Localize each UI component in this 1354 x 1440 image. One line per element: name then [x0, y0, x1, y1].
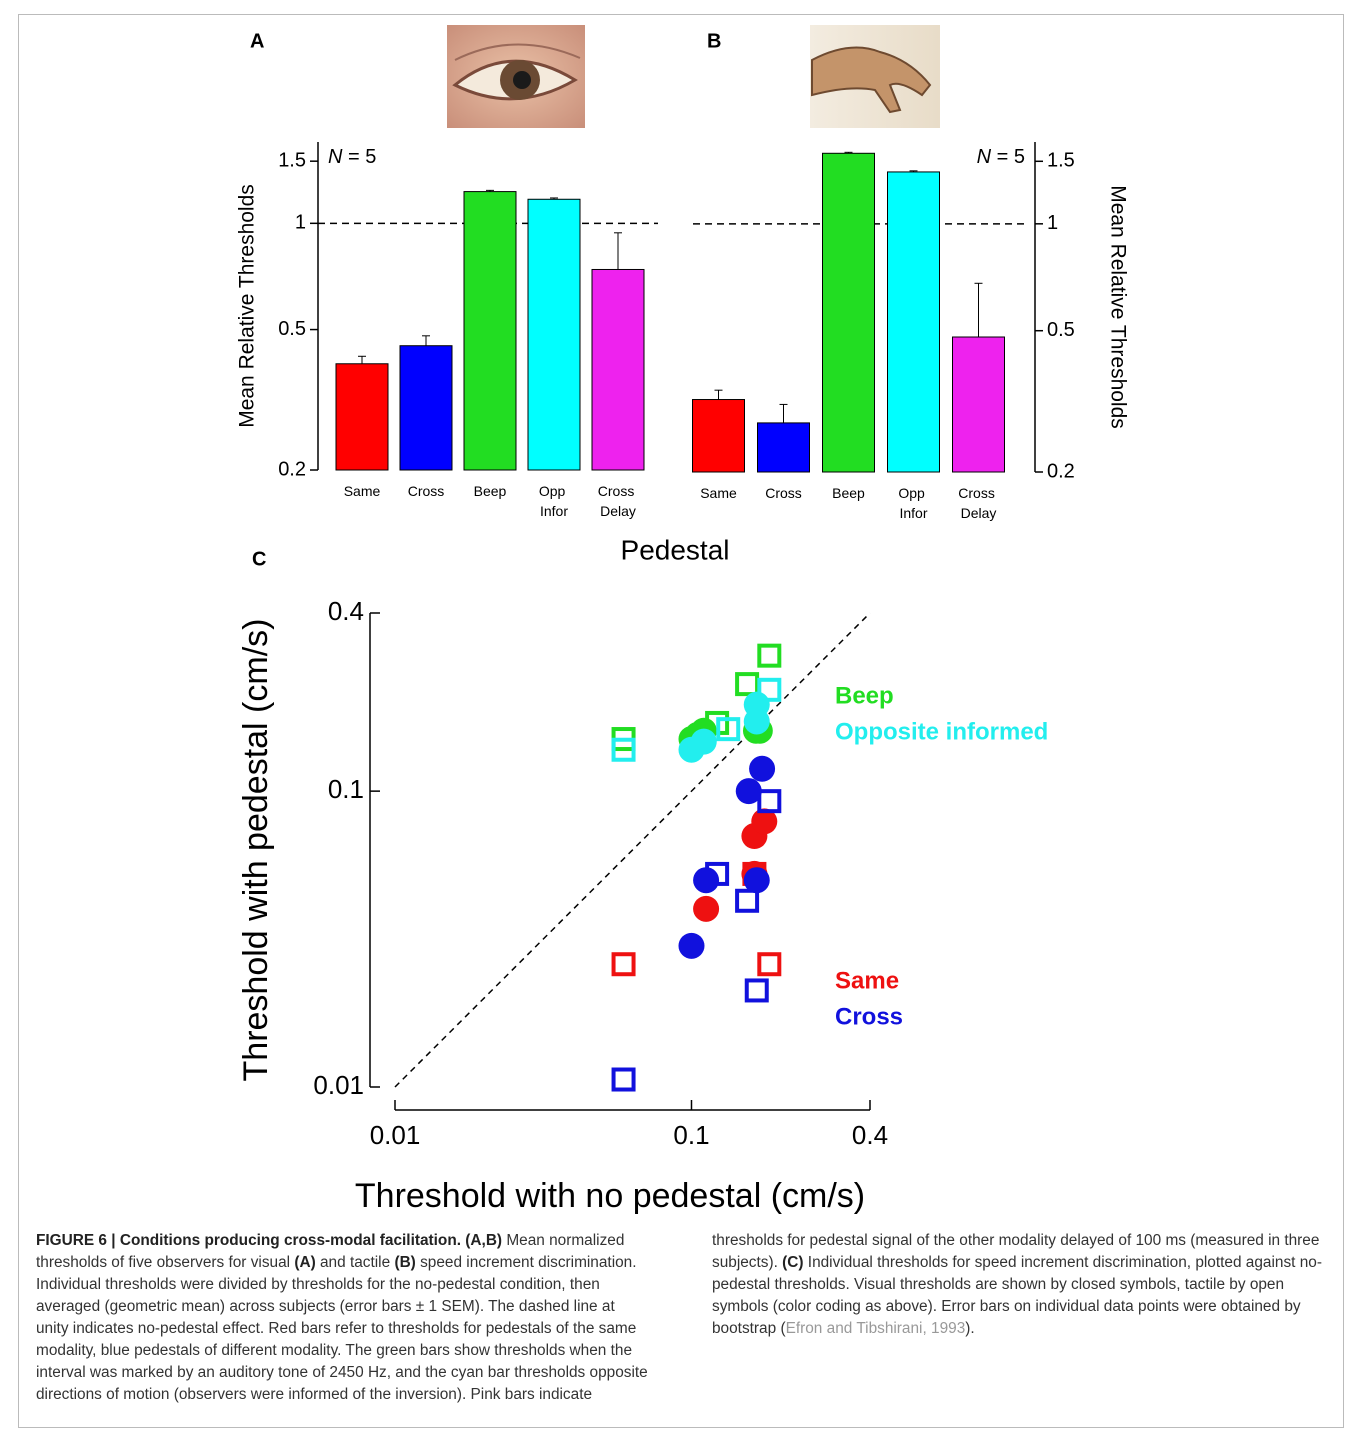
closed-marker: [690, 728, 717, 755]
identity-line: [394, 612, 871, 1088]
open-marker: [757, 643, 782, 668]
x-tick-label: Cross: [408, 483, 445, 499]
caption-text: (B): [394, 1254, 416, 1271]
figure-frame: [18, 14, 1344, 1428]
closed-marker: [678, 932, 705, 959]
bar: [952, 336, 1005, 473]
caption-text: FIGURE 6 | Conditions producing cross-mo…: [36, 1232, 462, 1249]
open-marker: [757, 952, 782, 977]
bar: [463, 191, 517, 471]
open-marker: [735, 672, 760, 697]
caption-text: (A): [294, 1254, 316, 1271]
x-tick-label: 0.4: [852, 1120, 888, 1150]
caption: FIGURE 6 | Conditions producing cross-mo…: [36, 1230, 1326, 1420]
caption-text: and tactile: [315, 1254, 395, 1271]
y-axis-label: Mean Relative Thresholds: [1106, 185, 1129, 429]
bar: [527, 198, 581, 471]
y-tick-label: 0.5: [1047, 319, 1075, 341]
caption-text: Mean normalized thresholds of five obser…: [36, 1232, 625, 1271]
x-tick-label: 0.01: [370, 1120, 421, 1150]
caption-text: ).: [965, 1320, 975, 1337]
y-axis-label: Threshold with pedestal (cm/s): [237, 619, 275, 1082]
x-tick-label: Cross: [765, 485, 802, 501]
eye-image: [447, 25, 585, 128]
figure: A 0.2 0.5 1 1.5 Mean Relative Thresholds Same C…: [236, 25, 1129, 1215]
caption-text: Individual thresholds for speed incremen…: [712, 1254, 1322, 1337]
y-tick-label: 0.1: [328, 774, 364, 804]
y-tick-label: 0.5: [278, 318, 306, 340]
bar: [692, 399, 745, 473]
y-tick-label: 1: [1047, 212, 1058, 234]
y-tick-label: 0.01: [313, 1070, 364, 1100]
legend-label: Same: [835, 967, 899, 994]
x-tick-label: Cross Delay: [958, 485, 998, 521]
bar: [822, 152, 875, 473]
hand-image: [810, 25, 940, 128]
x-tick-label: Beep: [832, 485, 865, 501]
closed-marker: [693, 895, 720, 922]
x-tick-label: 0.1: [673, 1120, 709, 1150]
closed-marker: [743, 867, 770, 894]
bar: [591, 268, 645, 471]
open-marker: [735, 888, 760, 913]
y-tick-label: 0.2: [278, 458, 306, 480]
open-marker: [757, 677, 782, 702]
open-marker: [611, 737, 636, 762]
panel-label: A: [250, 30, 264, 52]
caption-text: speed increment discrimination. Individu…: [36, 1232, 1320, 1403]
y-tick-label: 1: [295, 212, 306, 234]
open-marker: [611, 1067, 636, 1092]
closed-marker: [693, 867, 720, 894]
open-marker: [716, 717, 741, 742]
y-tick-label: 1.5: [278, 149, 306, 171]
open-marker: [611, 952, 636, 977]
legend-label: Opposite informed: [835, 718, 1048, 745]
chart-title: Pedestal: [621, 534, 730, 565]
y-tick-label: 1.5: [1047, 150, 1075, 172]
closed-marker: [743, 708, 770, 735]
caption-text: Efron and Tibshirani, 1993: [785, 1320, 966, 1337]
annotation: N = 5: [977, 146, 1025, 168]
x-axis-label: Threshold with no pedestal (cm/s): [355, 1177, 865, 1215]
x-tick-label: Same: [700, 485, 737, 501]
closed-marker: [735, 778, 762, 805]
x-tick-label: Cross Delay: [598, 483, 638, 519]
bar: [399, 345, 453, 471]
x-tick-label: Beep: [474, 483, 507, 499]
closed-marker: [749, 755, 776, 782]
y-tick-label: 0.4: [328, 596, 364, 626]
closed-marker: [751, 808, 778, 835]
x-tick-label: Opp Infor: [898, 485, 928, 521]
legend-label: Cross: [835, 1003, 903, 1030]
y-tick-label: 0.2: [1047, 460, 1075, 482]
panel-label: B: [707, 30, 721, 52]
caption-text: (A,B): [465, 1232, 503, 1249]
x-tick-label: Same: [344, 483, 381, 499]
open-marker: [757, 789, 782, 814]
x-tick-label: Opp Infor: [539, 483, 569, 519]
caption-text: (C): [782, 1254, 804, 1271]
annotation: N = 5: [328, 146, 376, 168]
bar: [887, 171, 940, 473]
bar: [757, 422, 810, 473]
open-marker: [744, 978, 769, 1003]
legend-label: Beep: [835, 682, 894, 709]
bar: [335, 363, 389, 471]
y-axis-label: Mean Relative Thresholds: [236, 184, 259, 428]
panel-label: C: [252, 548, 266, 570]
